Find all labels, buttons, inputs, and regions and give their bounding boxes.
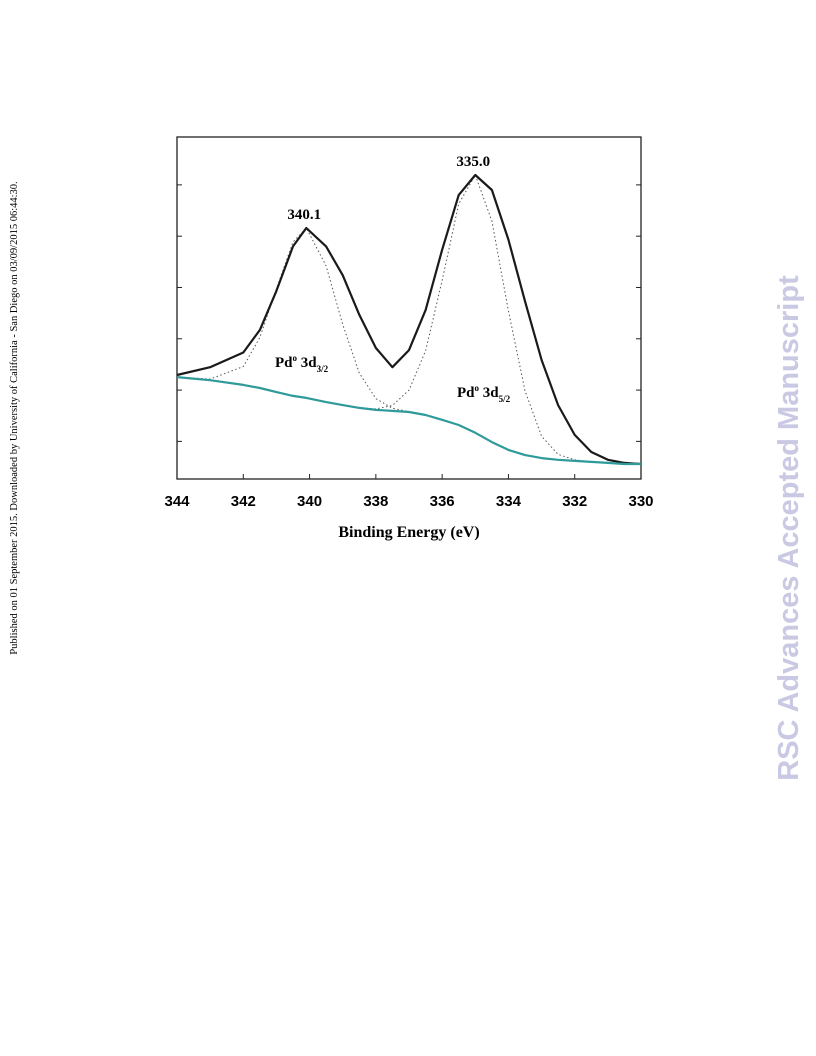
label-element: Pd (275, 355, 293, 371)
publication-note: Published on 01 September 2015. Download… (9, 181, 20, 654)
spectrum-curve (176, 173, 642, 466)
component-label: Pdo 3d5/2 (457, 383, 511, 404)
label-superscript: o (475, 383, 480, 393)
label-superscript: o (293, 353, 298, 363)
peak-label: 335.0 (456, 154, 490, 170)
label-level: 3d (297, 355, 317, 371)
spectrum-curve (176, 376, 641, 466)
x-tick-label: 340 (297, 493, 322, 510)
component-label: Pdo 3d3/2 (275, 353, 329, 374)
x-tick-label: 342 (231, 493, 256, 510)
x-tick-label: 344 (164, 493, 190, 510)
x-tick-label: 338 (363, 493, 388, 510)
x-tick-label: 332 (562, 493, 587, 510)
peak-label: 340.1 (287, 207, 321, 223)
plot-frame (176, 136, 642, 480)
x-tick-label: 330 (628, 493, 653, 510)
x-axis-title: Binding Energy (eV) (338, 524, 479, 541)
x-tick-label: 334 (496, 493, 522, 510)
x-tick-label: 336 (430, 493, 455, 510)
label-element: Pd (457, 385, 475, 401)
label-subscript: 3/2 (317, 364, 329, 374)
label-subscript: 5/2 (499, 394, 511, 404)
watermark: RSC Advances Accepted Manuscript (773, 275, 805, 781)
component-curve (176, 174, 641, 465)
label-level: 3d (479, 385, 499, 401)
